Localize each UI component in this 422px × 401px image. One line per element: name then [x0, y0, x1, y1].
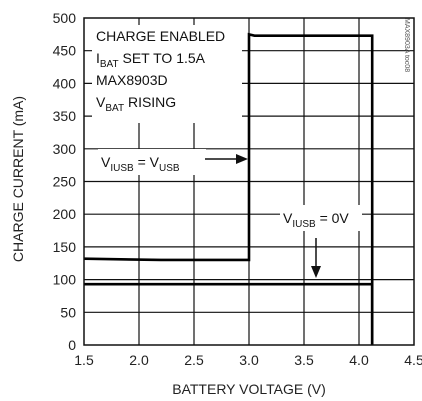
annotation-1-asub: IUSB	[110, 163, 134, 174]
annotation-2-arrow-head	[311, 266, 321, 278]
y-tick-label: 200	[53, 206, 77, 222]
x-tick-label: 1.5	[74, 352, 94, 368]
series-line-2	[84, 282, 374, 345]
y-tick-label: 50	[60, 304, 76, 320]
box-line-4-rest: RISING	[124, 94, 176, 110]
box-line-4-main: V	[96, 94, 106, 110]
condition-box: CHARGE ENABLED IBAT SET TO 1.5A MAX8903D…	[92, 25, 242, 123]
condition-box-background	[92, 25, 242, 123]
box-line-4: VBAT RISING	[96, 94, 176, 114]
annotation-1-text: VIUSB = VUSB	[101, 154, 180, 174]
series-line-1	[83, 32, 374, 345]
annotation-viusb-eq-0v: VIUSB = 0V	[280, 205, 362, 278]
y-tick-label: 100	[53, 272, 77, 288]
series-lines	[83, 32, 374, 345]
y-tick-label: 350	[53, 108, 77, 124]
watermark-text: MAX8903A toc08	[403, 18, 410, 72]
y-tick-label: 150	[53, 239, 77, 255]
y-tick-label: 400	[53, 75, 77, 91]
tick-labels: 1.5 2.0 2.5 3.0 3.5 4.0 4.5 0 50 100 150 200 250 300 3…	[53, 10, 422, 368]
y-tick-label: 250	[53, 174, 77, 190]
annotation-1-background	[98, 149, 206, 175]
annotation-1-arrow-head	[236, 154, 248, 164]
annotation-1-b: = V	[134, 154, 160, 170]
x-tick-label: 2.0	[129, 352, 149, 368]
annotation-2-a: V	[283, 210, 293, 226]
box-line-3: MAX8903D	[96, 72, 168, 88]
plot-frame	[83, 17, 415, 346]
annotation-1-a: V	[101, 154, 111, 170]
annotation-viusb-eq-vusb: VIUSB = VUSB	[98, 149, 248, 175]
x-axis-label: BATTERY VOLTAGE (V)	[172, 381, 326, 397]
x-tick-label: 2.5	[184, 352, 204, 368]
x-tick-label: 4.0	[349, 352, 369, 368]
y-tick-label: 300	[53, 141, 77, 157]
x-tick-label: 4.5	[404, 352, 422, 368]
y-tick-label: 0	[68, 337, 76, 353]
x-tick-label: 3.5	[294, 352, 314, 368]
y-axis-label: CHARGE CURRENT (mA)	[10, 96, 26, 262]
box-line-2: IBAT SET TO 1.5A	[96, 50, 206, 70]
annotation-2-b: = 0V	[316, 210, 350, 226]
box-line-4-sub: BAT	[105, 103, 124, 114]
box-line-2-sub: BAT	[100, 59, 119, 70]
x-tick-label: 3.0	[239, 352, 259, 368]
box-line-2-main: I	[96, 50, 100, 66]
annotation-2-text: VIUSB = 0V	[283, 210, 349, 230]
y-tick-label: 500	[53, 10, 77, 26]
annotation-1-bsub: USB	[159, 163, 180, 174]
y-tick-label: 450	[53, 43, 77, 59]
box-line-2-rest: SET TO 1.5A	[119, 50, 206, 66]
box-line-1: CHARGE ENABLED	[96, 28, 225, 44]
annotation-2-asub: IUSB	[292, 219, 316, 230]
annotation-2-background	[280, 205, 362, 231]
